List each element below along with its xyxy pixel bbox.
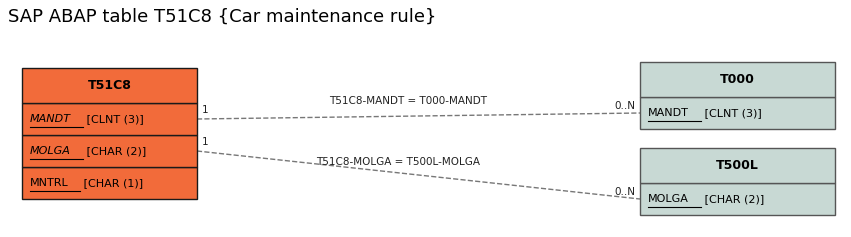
Bar [640, 148, 835, 183]
Text: T51C8-MANDT = T000-MANDT: T51C8-MANDT = T000-MANDT [329, 96, 488, 106]
Text: T500L: T500L [716, 159, 759, 172]
Text: [CHAR (2)]: [CHAR (2)] [700, 194, 764, 204]
Text: SAP ABAP table T51C8 {Car maintenance rule}: SAP ABAP table T51C8 {Car maintenance ru… [8, 8, 437, 26]
Text: T000: T000 [720, 73, 755, 86]
Text: 1: 1 [202, 137, 208, 147]
Bar [640, 97, 835, 129]
Text: [CLNT (3)]: [CLNT (3)] [83, 114, 144, 124]
Text: 1: 1 [202, 105, 208, 115]
Text: [CHAR (2)]: [CHAR (2)] [83, 146, 146, 156]
Bar [640, 183, 835, 215]
Text: T51C8-MOLGA = T500L-MOLGA: T51C8-MOLGA = T500L-MOLGA [317, 157, 481, 167]
Bar [22, 68, 197, 103]
Text: MANDT: MANDT [648, 108, 688, 118]
Bar [22, 103, 197, 135]
Text: [CHAR (1)]: [CHAR (1)] [80, 178, 143, 188]
Text: T51C8: T51C8 [88, 79, 131, 92]
Text: MANDT: MANDT [30, 114, 71, 124]
Bar [640, 62, 835, 97]
Text: [CLNT (3)]: [CLNT (3)] [700, 108, 762, 118]
Text: MOLGA: MOLGA [30, 146, 71, 156]
Text: MNTRL: MNTRL [30, 178, 69, 188]
Text: MOLGA: MOLGA [648, 194, 688, 204]
Bar [22, 167, 197, 199]
Text: 0..N: 0..N [614, 187, 635, 197]
Text: 0..N: 0..N [614, 101, 635, 111]
Bar [22, 135, 197, 167]
